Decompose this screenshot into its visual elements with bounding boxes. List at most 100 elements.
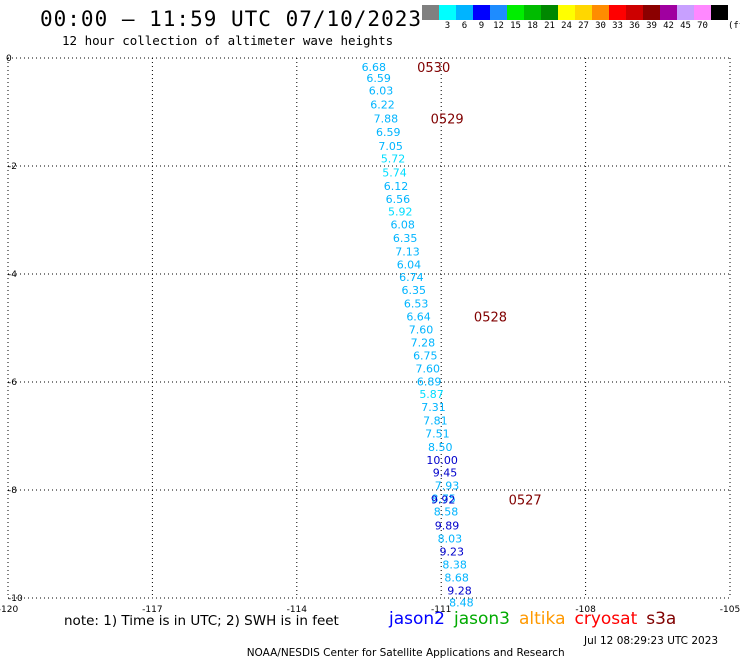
note-text: note: 1) Time is in UTC; 2) SWH is in fe… bbox=[64, 613, 339, 629]
wave-height-label: 7.28 bbox=[411, 337, 436, 350]
wave-height-label: 6.53 bbox=[404, 298, 429, 311]
scale-swatch bbox=[677, 5, 694, 20]
scale-label: 12 bbox=[493, 21, 504, 31]
wave-height-label: 9.23 bbox=[440, 546, 465, 559]
scale-swatch bbox=[507, 5, 524, 20]
scale-label: 30 bbox=[595, 21, 606, 31]
wave-height-label: 8.50 bbox=[428, 441, 453, 454]
scale-swatch bbox=[694, 5, 711, 20]
scale-swatch bbox=[541, 5, 558, 20]
wave-height-label: 5.92 bbox=[388, 205, 413, 218]
scale-swatch bbox=[609, 5, 626, 20]
color-scale-bar bbox=[422, 5, 728, 20]
wave-height-label: 8.48 bbox=[449, 596, 474, 609]
scale-label: 45 bbox=[680, 21, 691, 31]
scale-swatch bbox=[575, 5, 592, 20]
wave-height-label: 6.22 bbox=[370, 98, 395, 111]
satellite-legend: jason2 jason3 altika cryosat s3a bbox=[389, 609, 676, 629]
wave-height-label: 7.13 bbox=[395, 245, 420, 258]
satellite-jason3: jason3 bbox=[454, 609, 510, 629]
wave-height-label: 10.00 bbox=[426, 454, 458, 467]
scale-label: 15 bbox=[510, 21, 521, 31]
scale-swatch bbox=[456, 5, 473, 20]
scale-label: 6 bbox=[461, 21, 468, 31]
scale-label: 27 bbox=[578, 21, 589, 31]
wave-height-label: 6.12 bbox=[384, 180, 409, 193]
footer: NOAA/NESDIS Center for Satellite Applica… bbox=[240, 635, 718, 671]
x-tick-label: -108 bbox=[575, 605, 596, 615]
wave-height-label: 6.68 bbox=[362, 61, 387, 74]
scale-label: 36 bbox=[629, 21, 640, 31]
wave-height-label: 6.59 bbox=[366, 72, 391, 85]
wave-height-label: 6.89 bbox=[417, 375, 442, 388]
time-mark-label: 0528 bbox=[474, 311, 507, 326]
wave-height-label: 7.05 bbox=[378, 140, 403, 153]
scale-swatch bbox=[643, 5, 660, 20]
footer-timestamp: Jul 12 08:29:23 UTC 2023 bbox=[584, 635, 719, 647]
scale-swatch bbox=[439, 5, 456, 20]
wave-height-label: 6.08 bbox=[390, 218, 415, 231]
wave-height-label: 7.81 bbox=[423, 414, 448, 427]
wave-height-label: 5.74 bbox=[382, 166, 407, 179]
x-tick-label: -114 bbox=[287, 605, 308, 615]
wave-height-label: 6.59 bbox=[376, 126, 401, 139]
wave-height-label: 5.87 bbox=[419, 388, 444, 401]
scale-label: 21 bbox=[544, 21, 555, 31]
wave-height-label: 9.45 bbox=[433, 467, 458, 480]
wave-height-label: 7.93 bbox=[435, 480, 460, 493]
wave-height-label: 7.60 bbox=[409, 324, 434, 337]
scale-swatch bbox=[422, 5, 439, 20]
time-mark-label: 0530 bbox=[417, 61, 450, 76]
scale-label: 39 bbox=[646, 21, 657, 31]
scale-label: 70 bbox=[697, 21, 708, 31]
scale-label: 33 bbox=[612, 21, 623, 31]
x-tick-label: -105 bbox=[720, 605, 740, 615]
wave-height-label: 5.72 bbox=[381, 152, 406, 165]
wave-height-label: 6.75 bbox=[413, 350, 438, 363]
footer-credit: NOAA/NESDIS Center for Satellite Applica… bbox=[246, 647, 565, 659]
scale-swatch bbox=[558, 5, 575, 20]
page-title: 00:00 – 11:59 UTC 07/10/2023 bbox=[40, 7, 423, 31]
wave-height-label: 6.35 bbox=[393, 232, 418, 245]
scale-swatch bbox=[473, 5, 490, 20]
wave-height-label: 7.51 bbox=[425, 427, 450, 440]
wave-height-label: 8.58 bbox=[434, 506, 459, 519]
scale-label: 3 bbox=[444, 21, 451, 31]
page-subtitle: 12 hour collection of altimeter wave hei… bbox=[62, 33, 394, 48]
scale-label: 42 bbox=[663, 21, 674, 31]
y-tick-label: -8 bbox=[8, 486, 17, 496]
wave-height-label: 6.35 bbox=[402, 284, 427, 297]
wave-height-label: 6.64 bbox=[406, 311, 431, 324]
wave-height-label: 8.38 bbox=[442, 559, 467, 572]
y-tick-label: -6 bbox=[8, 378, 17, 388]
scale-swatch bbox=[626, 5, 643, 20]
scale-unit: (ft) bbox=[728, 21, 740, 31]
y-tick-label: -4 bbox=[8, 270, 17, 280]
scale-label: 18 bbox=[527, 21, 538, 31]
wave-height-label: 6.03 bbox=[369, 84, 394, 97]
wave-height-label: 8.75 bbox=[431, 493, 456, 506]
time-mark-label: 0527 bbox=[509, 494, 542, 509]
y-tick-label: -2 bbox=[8, 162, 17, 172]
wave-height-label: 9.92 bbox=[431, 494, 456, 507]
wave-height-label: 6.74 bbox=[399, 271, 424, 284]
scale-swatch bbox=[660, 5, 677, 20]
satellite-jason2: jason2 bbox=[389, 609, 445, 629]
y-tick-label: 0 bbox=[6, 54, 12, 64]
scale-label: 24 bbox=[561, 21, 572, 31]
satellite-cryosat: cryosat bbox=[574, 609, 638, 629]
wave-height-label: 7.60 bbox=[415, 363, 440, 376]
wave-height-label: 6.56 bbox=[386, 193, 411, 206]
wave-height-label: 6.04 bbox=[397, 258, 422, 271]
satellite-s3a: s3a bbox=[646, 609, 677, 629]
scale-swatch bbox=[524, 5, 541, 20]
y-tick-label: -10 bbox=[8, 594, 23, 604]
wave-height-label: 7.31 bbox=[421, 401, 446, 414]
time-mark-label: 0529 bbox=[431, 112, 464, 127]
x-tick-label: -120 bbox=[0, 605, 18, 615]
scale-label: 9 bbox=[478, 21, 485, 31]
scale-swatch bbox=[711, 5, 728, 20]
wave-height-label: 7.88 bbox=[374, 112, 399, 125]
wave-height-map: -120 -117 -114 -111 -108 -105 0 -2 -4 -6 -8 -10 6.68… bbox=[0, 54, 740, 615]
x-tick-label: -111 bbox=[431, 605, 451, 615]
